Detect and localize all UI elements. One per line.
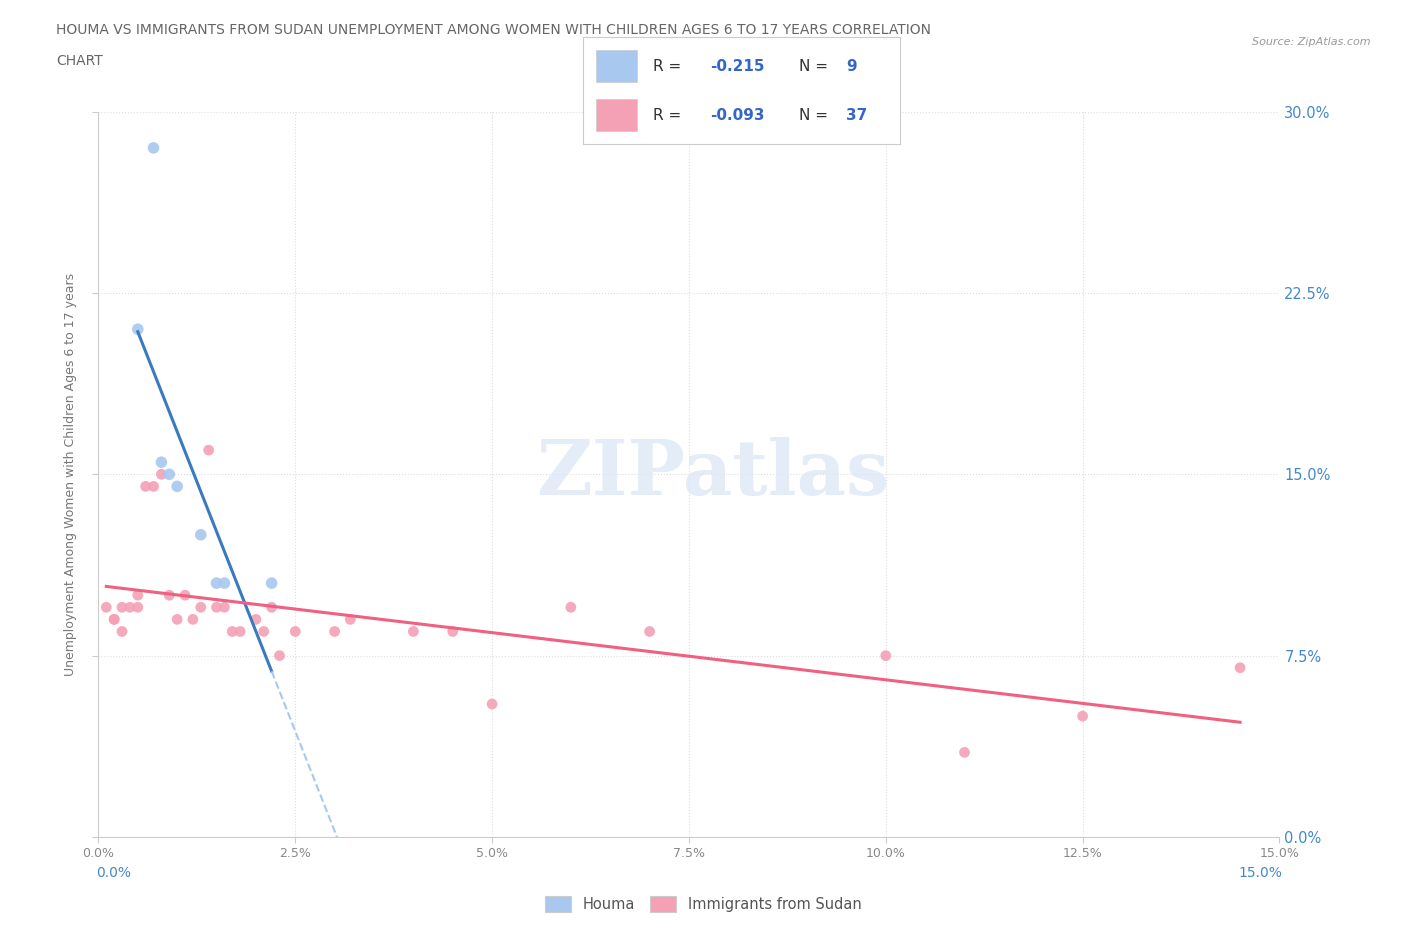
Point	[166, 479, 188, 494]
Point	[229, 624, 252, 639]
Point	[150, 455, 173, 470]
Point	[260, 576, 283, 591]
Point	[953, 745, 976, 760]
Point	[253, 624, 276, 639]
Point	[197, 443, 219, 458]
Point	[284, 624, 307, 639]
Point	[142, 140, 165, 155]
Text: 15.0%: 15.0%	[1237, 866, 1282, 880]
Text: 0.0%: 0.0%	[96, 866, 131, 880]
Point	[103, 612, 125, 627]
Text: -0.093: -0.093	[710, 108, 765, 123]
Point	[96, 600, 118, 615]
Point	[150, 467, 173, 482]
Point	[260, 600, 283, 615]
FancyBboxPatch shape	[596, 100, 637, 131]
Text: N =: N =	[799, 108, 832, 123]
Text: HOUMA VS IMMIGRANTS FROM SUDAN UNEMPLOYMENT AMONG WOMEN WITH CHILDREN AGES 6 TO : HOUMA VS IMMIGRANTS FROM SUDAN UNEMPLOYM…	[56, 23, 931, 37]
Text: 9: 9	[846, 59, 856, 73]
Text: CHART: CHART	[56, 54, 103, 68]
Point	[190, 600, 212, 615]
Point	[111, 624, 134, 639]
Legend: Houma, Immigrants from Sudan: Houma, Immigrants from Sudan	[538, 891, 868, 918]
Point	[118, 600, 141, 615]
Point	[166, 612, 188, 627]
Point	[174, 588, 197, 603]
FancyBboxPatch shape	[596, 50, 637, 82]
Point	[560, 600, 582, 615]
Text: N =: N =	[799, 59, 832, 73]
Text: 37: 37	[846, 108, 868, 123]
Point	[205, 576, 228, 591]
Point	[1229, 660, 1251, 675]
Point	[205, 600, 228, 615]
Point	[111, 600, 134, 615]
Point	[441, 624, 464, 639]
Point	[214, 576, 236, 591]
Point	[638, 624, 661, 639]
Point	[157, 467, 180, 482]
Point	[127, 588, 149, 603]
Point	[103, 612, 125, 627]
Point	[127, 600, 149, 615]
Point	[135, 479, 157, 494]
Y-axis label: Unemployment Among Women with Children Ages 6 to 17 years: Unemployment Among Women with Children A…	[63, 272, 77, 676]
Text: -0.215: -0.215	[710, 59, 765, 73]
Point	[875, 648, 897, 663]
Text: R =: R =	[652, 108, 686, 123]
Point	[402, 624, 425, 639]
Point	[127, 322, 149, 337]
Point	[221, 624, 243, 639]
Text: Source: ZipAtlas.com: Source: ZipAtlas.com	[1253, 37, 1371, 47]
Point	[269, 648, 291, 663]
Point	[323, 624, 346, 639]
Point	[1071, 709, 1094, 724]
Point	[181, 612, 204, 627]
Point	[214, 600, 236, 615]
Point	[190, 527, 212, 542]
Point	[339, 612, 361, 627]
Text: R =: R =	[652, 59, 686, 73]
Point	[245, 612, 267, 627]
Point	[481, 697, 503, 711]
Point	[157, 588, 180, 603]
Point	[142, 479, 165, 494]
Text: ZIPatlas: ZIPatlas	[536, 437, 889, 512]
